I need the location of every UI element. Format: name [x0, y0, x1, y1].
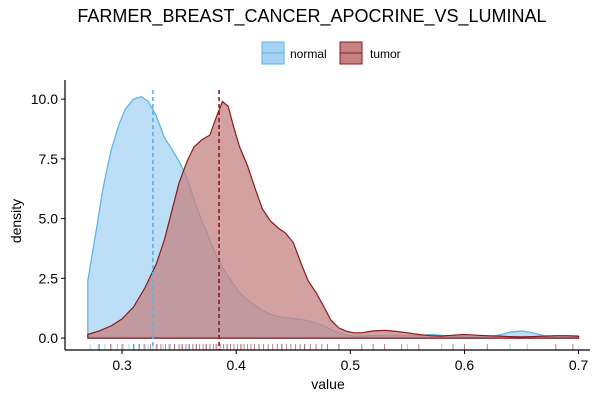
- legend-label-tumor: tumor: [370, 47, 401, 61]
- x-tick-label: 0.6: [455, 357, 475, 373]
- x-tick-label: 0.3: [112, 357, 132, 373]
- rug-layer: [89, 344, 574, 350]
- x-axis-ticks: 0.3 0.4 0.5 0.6 0.7: [112, 350, 589, 373]
- x-axis-label: value: [311, 376, 345, 392]
- y-axis-ticks: 0.0 2.5 5.0 7.5 10.0: [31, 91, 65, 346]
- x-tick-label: 0.4: [226, 357, 246, 373]
- plot-area: [87, 96, 580, 339]
- y-tick-label: 5.0: [39, 211, 59, 227]
- y-tick-label: 10.0: [31, 91, 58, 107]
- mean-lines: [152, 90, 220, 350]
- legend-label-normal: normal: [290, 47, 327, 61]
- y-tick-label: 7.5: [39, 151, 59, 167]
- x-tick-label: 0.5: [341, 357, 361, 373]
- y-tick-label: 2.5: [39, 270, 59, 286]
- chart-title: FARMER_BREAST_CANCER_APOCRINE_VS_LUMINAL: [77, 6, 546, 27]
- x-tick-label: 0.7: [569, 357, 589, 373]
- density-area-tumor: [87, 100, 580, 339]
- legend: normal tumor: [261, 41, 401, 65]
- y-tick-label: 0.0: [39, 330, 59, 346]
- y-axis-label: density: [8, 199, 24, 243]
